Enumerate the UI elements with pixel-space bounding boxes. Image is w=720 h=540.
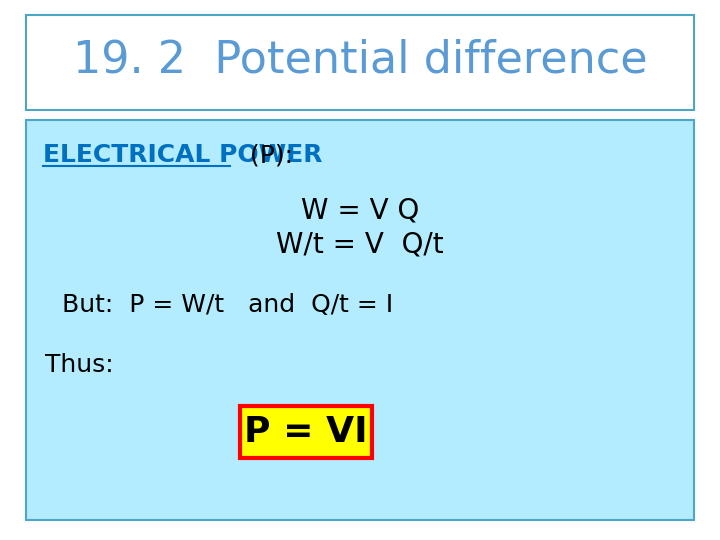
Text: P = VI: P = VI [245, 415, 368, 449]
FancyBboxPatch shape [240, 406, 372, 458]
Text: 19. 2  Potential difference: 19. 2 Potential difference [73, 38, 647, 82]
Text: Thus:: Thus: [45, 353, 114, 377]
Text: (P):: (P): [234, 143, 293, 167]
FancyBboxPatch shape [26, 15, 694, 110]
Text: ELECTRICAL POWER: ELECTRICAL POWER [42, 143, 322, 167]
Text: But:  P = W/t   and  Q/t = I: But: P = W/t and Q/t = I [62, 293, 393, 317]
Text: W/t = V  Q/t: W/t = V Q/t [276, 231, 444, 259]
Text: W = V Q: W = V Q [301, 196, 419, 224]
FancyBboxPatch shape [26, 120, 694, 520]
